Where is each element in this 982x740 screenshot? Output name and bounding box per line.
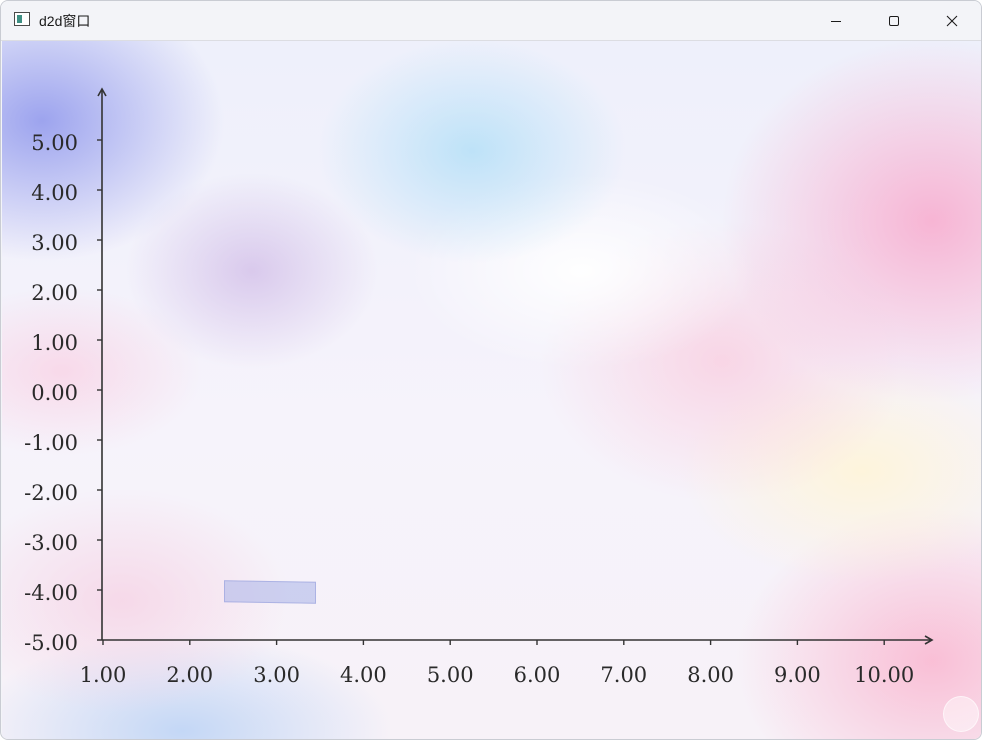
y-tick-label: -2.00 xyxy=(24,481,78,505)
y-tick-label: -1.00 xyxy=(24,431,78,455)
x-tick-label: 3.00 xyxy=(253,663,300,687)
maximize-button[interactable] xyxy=(865,1,923,40)
y-tick-label: 2.00 xyxy=(31,281,78,305)
x-tick-label: 5.00 xyxy=(427,663,474,687)
y-tick-label: -4.00 xyxy=(24,581,78,605)
close-icon xyxy=(946,15,958,26)
y-tick-label: -3.00 xyxy=(24,531,78,555)
x-tick-label: 6.00 xyxy=(514,663,561,687)
close-button[interactable] xyxy=(923,1,981,40)
x-tick-label: 4.00 xyxy=(340,663,387,687)
x-tick-label: 9.00 xyxy=(774,663,821,687)
y-axis-ticks: 5.00 4.00 3.00 2.00 1.00 0.00 -1.00 -2.00 -3.00 -… xyxy=(24,131,102,655)
title-bar[interactable]: d2d窗口 xyxy=(1,1,981,41)
chart-plot: 1.00 2.00 3.00 4.00 5.00 6.00 7.00 8.00 9.00 10.0… xyxy=(24,87,934,687)
window-title: d2d窗口 xyxy=(39,13,91,29)
d2d-canvas[interactable]: 1.00 2.00 3.00 4.00 5.00 6.00 7.00 8.00 9.00 10.0… xyxy=(2,41,981,739)
y-tick-label: -5.00 xyxy=(24,631,78,655)
x-tick-label: 2.00 xyxy=(166,663,213,687)
app-window-icon xyxy=(14,12,30,26)
x-tick-label: 1.00 xyxy=(80,663,127,687)
x-tick-label: 8.00 xyxy=(687,663,734,687)
x-axis-ticks: 1.00 2.00 3.00 4.00 5.00 6.00 7.00 8.00 9.00 10.0… xyxy=(80,640,914,687)
y-tick-label: 3.00 xyxy=(31,231,78,255)
y-axis-arrow xyxy=(97,87,107,97)
x-tick-label: 7.00 xyxy=(600,663,647,687)
y-tick-label: 5.00 xyxy=(31,131,78,155)
minimize-button[interactable] xyxy=(807,1,865,40)
x-tick-label: 10.00 xyxy=(854,663,914,687)
x-axis-arrow xyxy=(924,635,934,645)
chart-axes xyxy=(97,87,934,645)
y-tick-label: 1.00 xyxy=(31,331,78,355)
y-tick-label: 4.00 xyxy=(31,181,78,205)
minimize-icon xyxy=(831,20,841,22)
maximize-icon xyxy=(889,15,899,26)
y-tick-label: 0.00 xyxy=(31,381,78,405)
watermark-logo xyxy=(943,696,979,732)
